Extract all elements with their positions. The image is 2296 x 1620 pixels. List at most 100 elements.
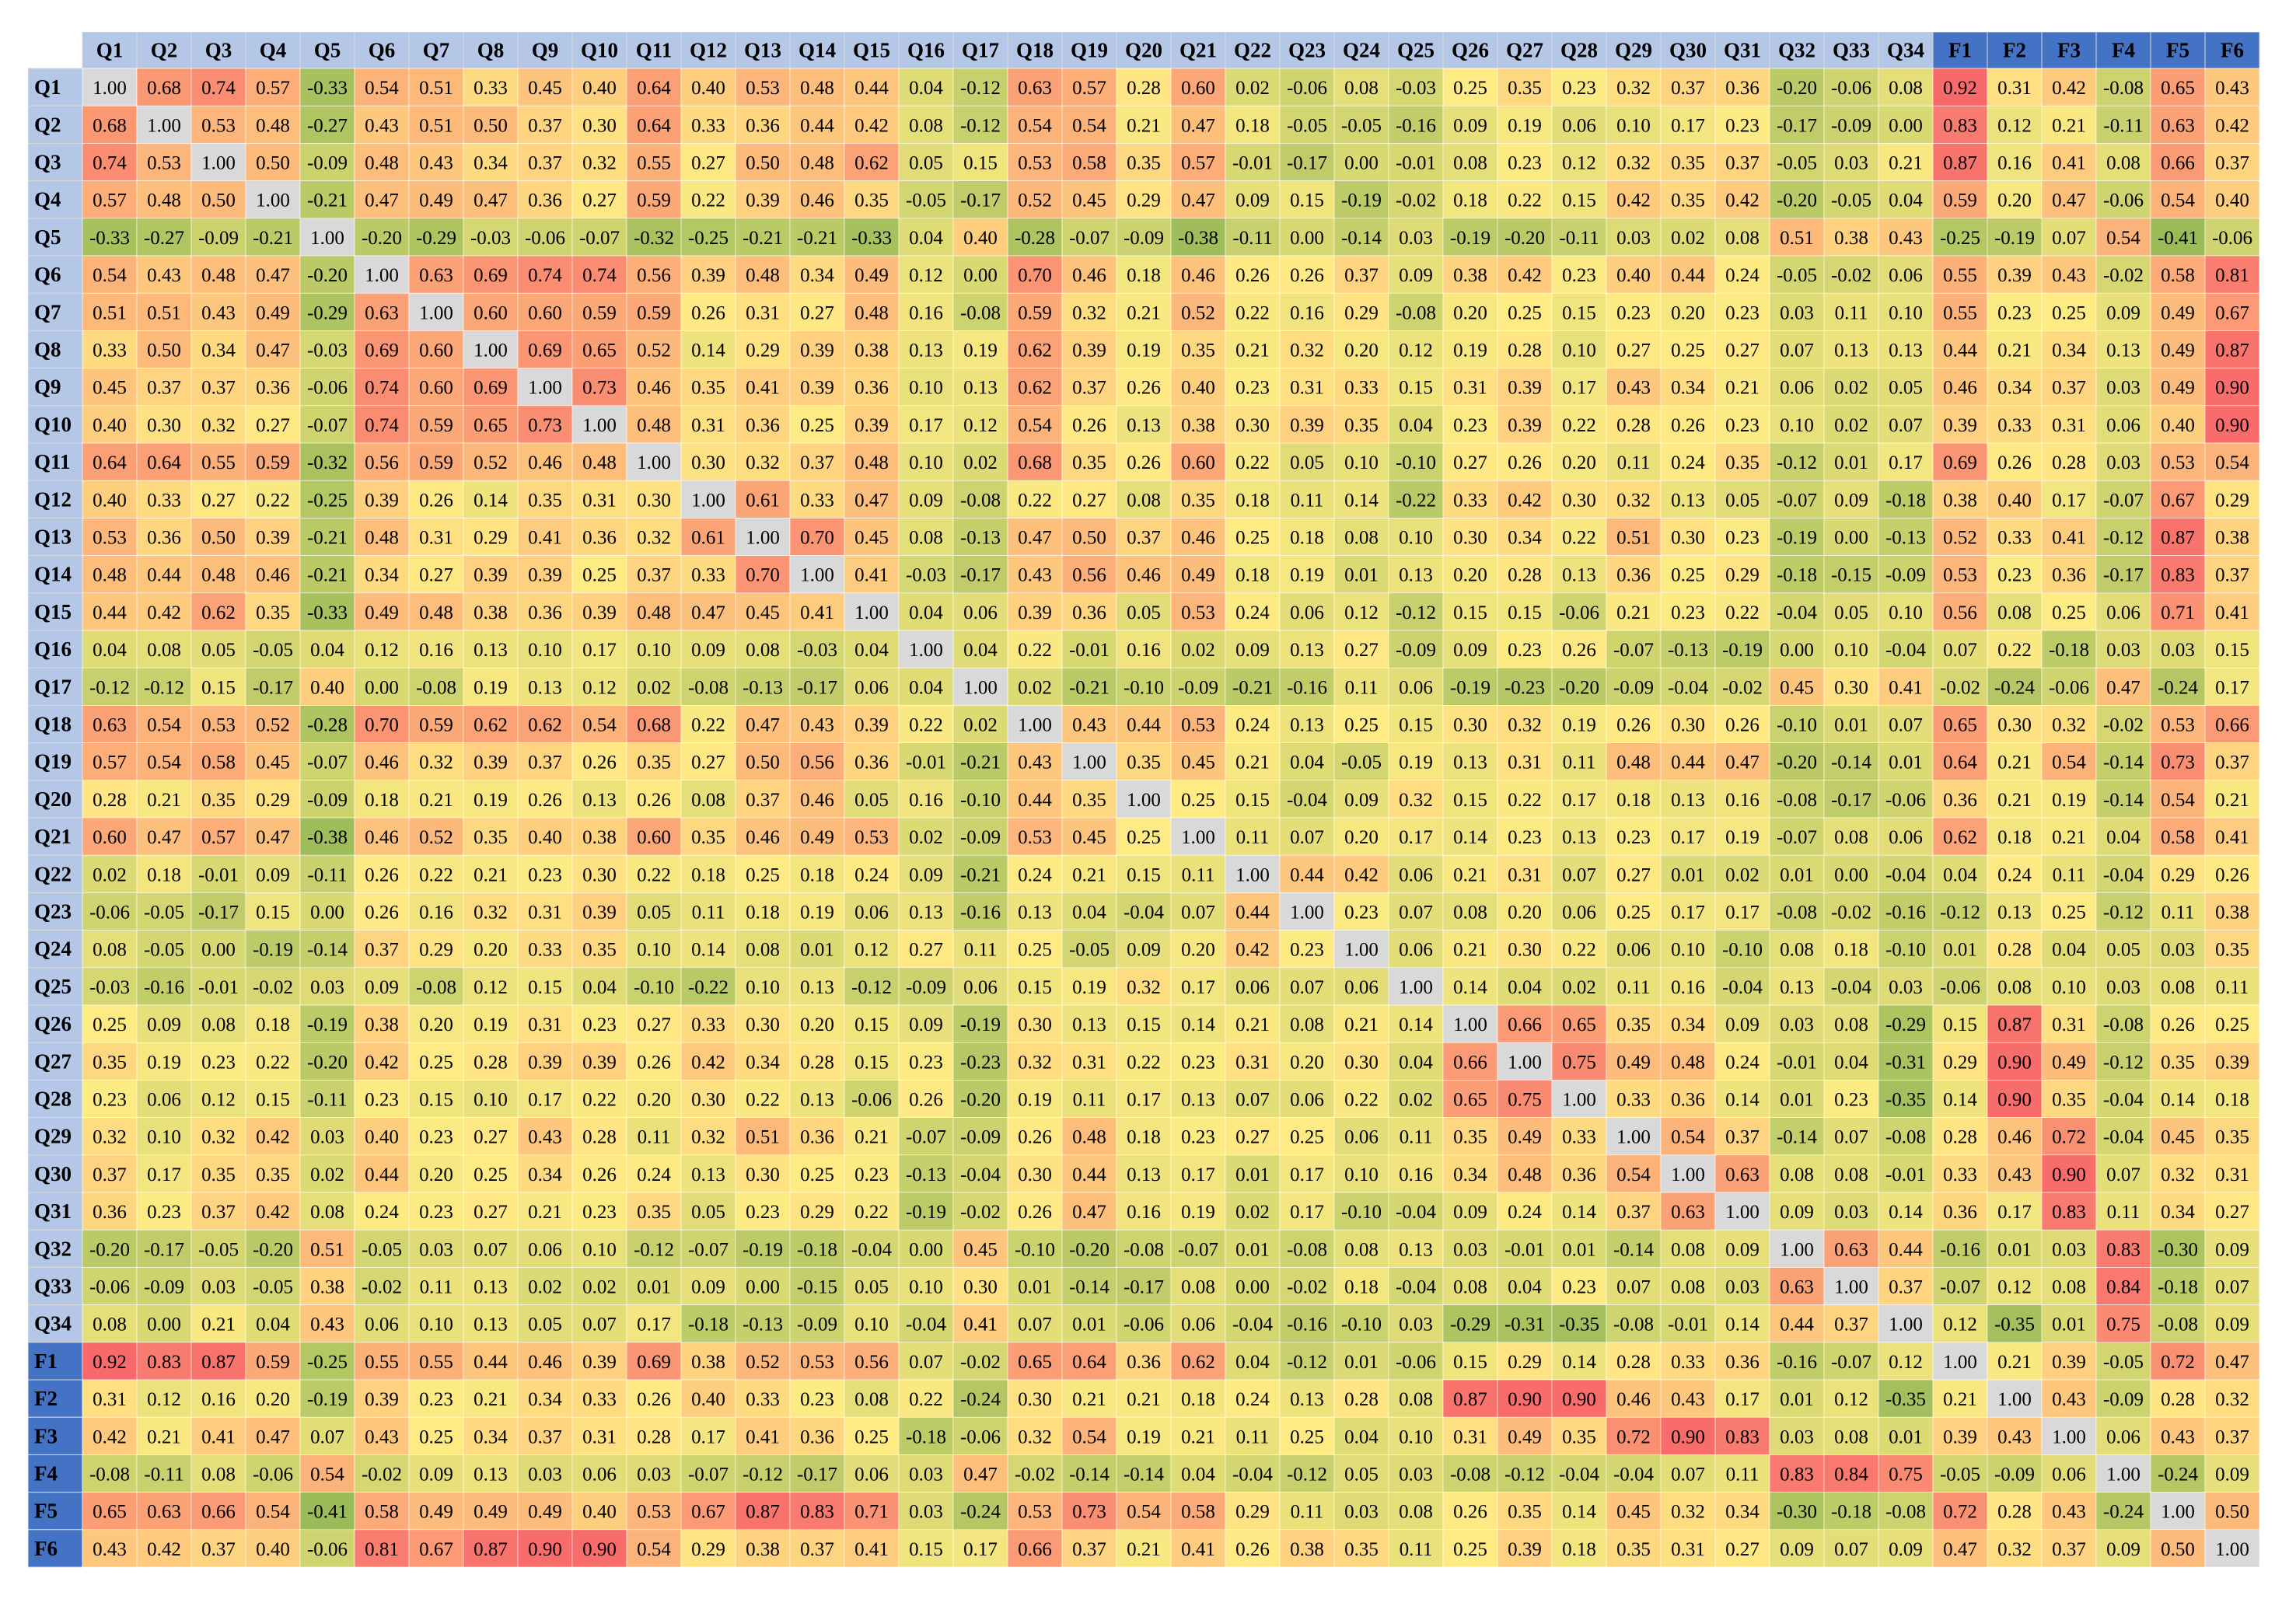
heatmap-cell — [626, 255, 682, 294]
heatmap-cell — [1388, 854, 1444, 893]
heatmap-cell — [1714, 592, 1770, 631]
cell-value-label: 0.35 — [1072, 790, 1106, 811]
cell-value-label: 0.44 — [1943, 340, 1977, 361]
cell-value-label: 0.03 — [909, 1465, 943, 1486]
heatmap-cell — [463, 405, 519, 444]
cell-value-label: -0.02 — [1940, 677, 1980, 698]
cell-value-label: -0.06 — [2103, 190, 2144, 211]
cell-value-label: -0.05 — [144, 903, 184, 923]
cell-value-label: 0.53 — [1181, 715, 1215, 736]
heatmap-cell — [1279, 742, 1335, 781]
cell-value-label: 0.45 — [1780, 677, 1814, 698]
cell-value-label: 0.36 — [93, 1202, 127, 1223]
cell-value-label: 0.42 — [1235, 940, 1270, 961]
heatmap-cell — [1279, 480, 1335, 518]
cell-value-label: 0.07 — [1834, 1127, 1868, 1148]
cell-value-label: -0.15 — [797, 1277, 837, 1298]
cell-value-label: -0.19 — [1777, 528, 1817, 549]
cell-value-label: 1.00 — [963, 677, 998, 698]
cell-value-label: 0.26 — [1562, 640, 1596, 661]
heatmap-cell — [517, 143, 573, 181]
heatmap-cell — [2204, 442, 2260, 481]
heatmap-cell — [2095, 480, 2151, 518]
cell-value-label: 0.41 — [1181, 1539, 1215, 1560]
cell-value-label: 0.90 — [528, 1539, 562, 1560]
heatmap-cell — [2204, 180, 2260, 219]
heatmap-cell — [82, 292, 138, 331]
heatmap-cell — [299, 892, 355, 930]
cell-value-label: 0.08 — [310, 1202, 344, 1223]
cell-value-label: 0.30 — [1997, 715, 2032, 736]
cell-value-label: 0.23 — [1834, 1090, 1868, 1111]
cell-value-label: 0.06 — [1344, 1127, 1379, 1148]
heatmap-cell — [1769, 705, 1825, 743]
cell-value-label: -0.20 — [1777, 752, 1817, 773]
cell-value-label: 0.59 — [637, 302, 671, 323]
heatmap-cell — [1170, 330, 1226, 368]
cell-value-label: 0.60 — [1181, 452, 1215, 473]
cell-value-label: 0.75 — [1889, 1465, 1923, 1486]
col-header-cell — [2150, 31, 2206, 69]
heatmap-cell — [2041, 330, 2097, 368]
cell-value-label: 1.00 — [1127, 790, 1161, 811]
heatmap-cell — [844, 555, 900, 594]
heatmap-cell — [1333, 180, 1389, 219]
heatmap-cell — [136, 930, 192, 969]
cell-value-label: 0.15 — [1235, 790, 1270, 811]
cell-value-label: 0.47 — [2215, 1352, 2249, 1373]
heatmap-cell — [680, 630, 736, 669]
cell-value-label: 0.74 — [93, 153, 127, 174]
col-header-label: Q21 — [1179, 39, 1217, 62]
heatmap-cell — [1279, 143, 1335, 181]
cell-value-label: 0.43 — [1616, 378, 1651, 399]
heatmap-cell — [245, 143, 301, 181]
cell-value-label: -0.08 — [416, 977, 456, 998]
cell-value-label: 0.22 — [1235, 302, 1270, 323]
heatmap-cell — [952, 105, 1008, 144]
cell-value-label: -0.12 — [960, 115, 1001, 136]
cell-value-label: 0.28 — [1616, 415, 1651, 436]
cell-value-label: 0.54 — [2106, 228, 2140, 249]
cell-value-label: 0.26 — [1235, 1539, 1270, 1560]
heatmap-cell — [1061, 780, 1117, 819]
cell-value-label: 0.00 — [310, 903, 344, 923]
heatmap-cell — [245, 967, 301, 1006]
cell-value-label: 0.19 — [147, 1052, 181, 1073]
heatmap-cell — [82, 480, 138, 518]
heatmap-cell — [1442, 967, 1498, 1006]
cell-value-label: 0.39 — [2052, 1352, 2086, 1373]
cell-value-label: 0.10 — [1616, 115, 1651, 136]
cell-value-label: 0.65 — [1562, 1014, 1596, 1035]
heatmap-cell — [1551, 667, 1607, 706]
cell-value-label: 0.27 — [582, 190, 617, 211]
cell-value-label: -0.04 — [1722, 977, 1763, 998]
heatmap-cell — [245, 480, 301, 518]
heatmap-cell — [354, 480, 410, 518]
heatmap-cell — [1714, 292, 1770, 331]
cell-value-label: 0.11 — [1400, 1127, 1433, 1148]
cell-value-label: 0.41 — [2215, 602, 2249, 623]
heatmap-cell — [1932, 592, 1988, 631]
cell-value-label: 0.50 — [1072, 528, 1106, 549]
heatmap-cell — [136, 705, 192, 743]
heatmap-cell — [190, 967, 246, 1006]
cell-value-label: 0.06 — [2106, 1426, 2140, 1447]
cell-value-label: -0.14 — [1777, 1127, 1818, 1148]
heatmap-cell — [354, 967, 410, 1006]
cell-value-label: -0.17 — [1777, 115, 1817, 136]
cell-value-label: 0.01 — [637, 1277, 671, 1298]
row-header-label: Q11 — [34, 450, 71, 473]
heatmap-cell — [1606, 742, 1662, 781]
cell-value-label: 0.14 — [1562, 1352, 1596, 1373]
cell-value-label: 0.28 — [1127, 78, 1161, 99]
cell-value-label: -0.01 — [1069, 640, 1110, 661]
heatmap-cell — [1442, 405, 1498, 444]
cell-value-label: 0.57 — [1072, 78, 1106, 99]
row-header-label: Q27 — [34, 1049, 72, 1073]
cell-value-label: -0.09 — [307, 153, 348, 174]
cell-value-label: -0.05 — [1069, 940, 1110, 961]
cell-value-label: 0.14 — [1562, 1202, 1596, 1223]
cell-value-label: 0.07 — [1018, 1315, 1052, 1335]
cell-value-label: -0.04 — [1124, 903, 1165, 923]
cell-value-label: 0.32 — [1616, 490, 1651, 511]
